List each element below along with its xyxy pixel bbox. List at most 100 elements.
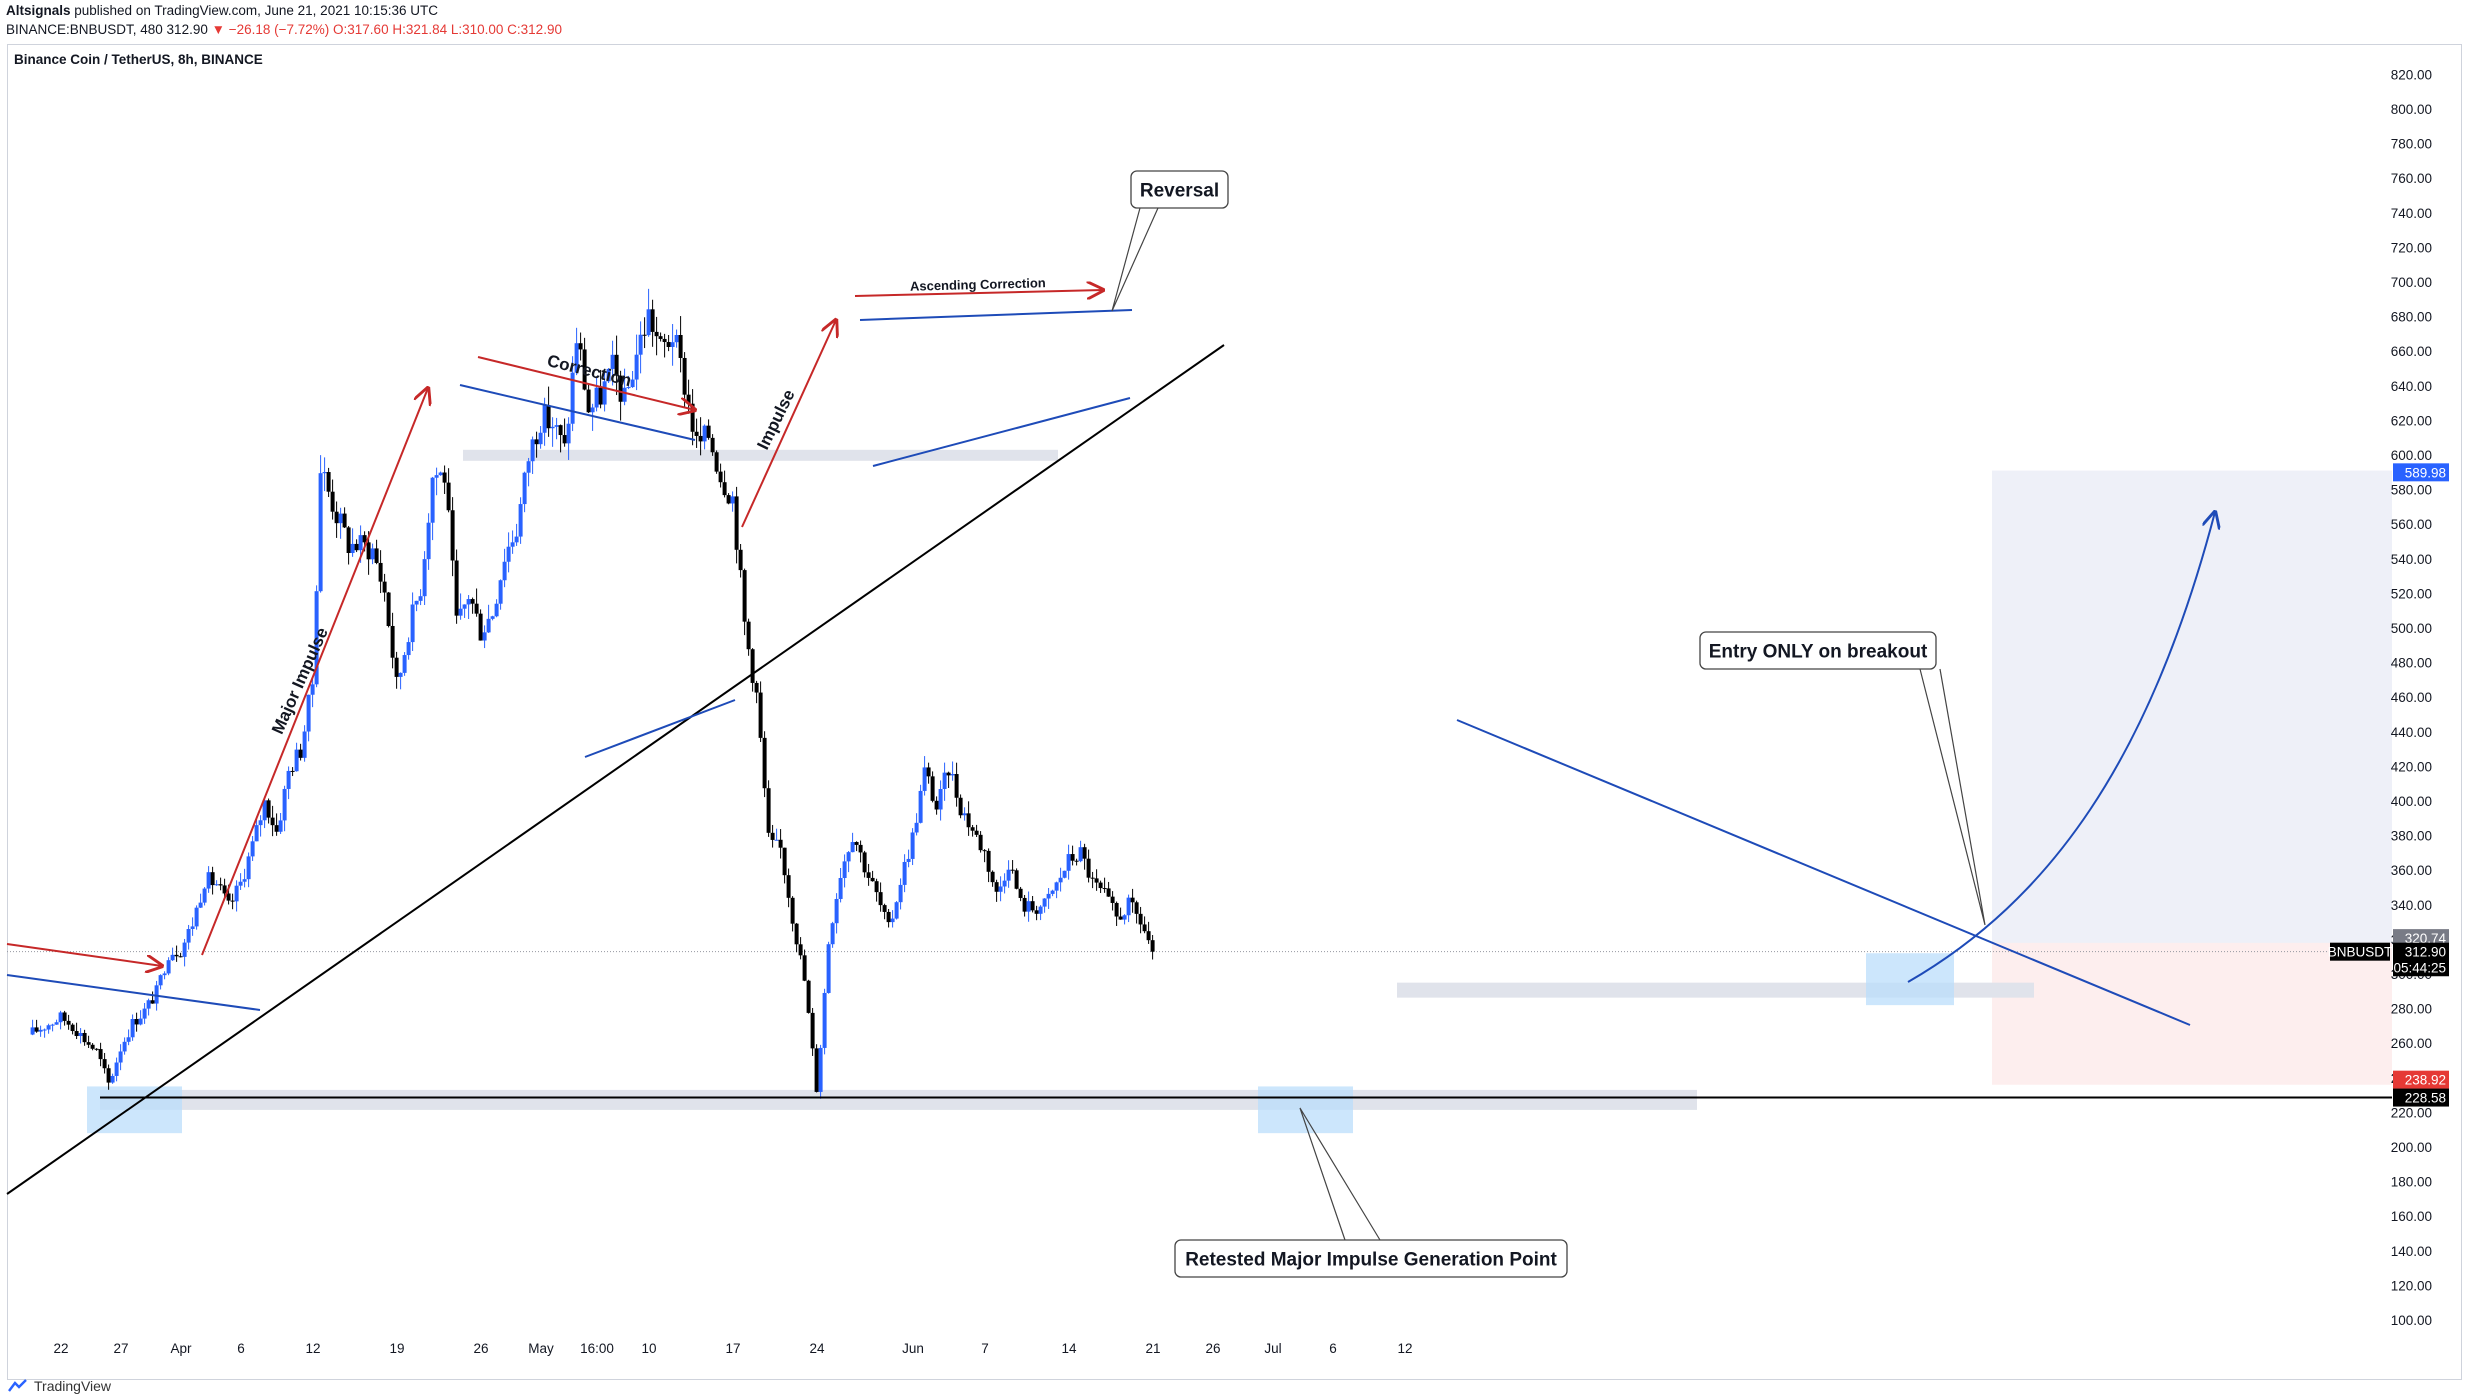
candle bbox=[742, 568, 747, 636]
candle bbox=[42, 1028, 47, 1038]
candle bbox=[682, 352, 687, 408]
y-tick-label: 460.00 bbox=[2391, 690, 2432, 705]
candle bbox=[530, 436, 535, 475]
candle bbox=[314, 585, 319, 688]
candle bbox=[794, 922, 799, 953]
candle bbox=[178, 952, 183, 958]
candle-body bbox=[850, 842, 855, 853]
candle bbox=[626, 375, 631, 390]
candle bbox=[594, 376, 599, 412]
candle bbox=[350, 528, 355, 557]
highlight-box-march bbox=[87, 1086, 182, 1134]
candle bbox=[190, 917, 195, 936]
candle bbox=[586, 383, 591, 414]
candle bbox=[1046, 888, 1051, 909]
candle bbox=[1122, 914, 1127, 925]
candle bbox=[478, 609, 483, 641]
candle bbox=[94, 1048, 99, 1051]
y-tick-label: 520.00 bbox=[2391, 586, 2432, 601]
price-badge bbox=[2393, 958, 2449, 977]
footer-brand[interactable]: TradingView bbox=[34, 1378, 112, 1394]
callout-retest[interactable]: Retested Major Impulse Generation Point bbox=[1174, 1107, 1568, 1278]
x-tick-label: May bbox=[528, 1341, 554, 1356]
candle-body bbox=[174, 954, 179, 957]
price-badge-label: 589.98 bbox=[2405, 465, 2446, 480]
candle-body bbox=[970, 827, 975, 831]
candle-body bbox=[270, 817, 275, 826]
candle-body bbox=[342, 513, 347, 528]
candle bbox=[714, 450, 719, 474]
candle-body bbox=[446, 482, 451, 511]
candle-body bbox=[942, 772, 947, 790]
candle bbox=[606, 368, 611, 384]
candle-body bbox=[630, 379, 635, 388]
candle-body bbox=[1030, 901, 1035, 911]
candle-body bbox=[1038, 906, 1043, 914]
candle-body bbox=[950, 774, 955, 776]
candle bbox=[222, 878, 227, 898]
price-badge bbox=[2393, 1070, 2449, 1089]
candle-body bbox=[290, 770, 295, 772]
candle-body bbox=[46, 1025, 51, 1030]
candle bbox=[718, 463, 723, 488]
candle-body bbox=[754, 682, 759, 693]
y-tick-label: 280.00 bbox=[2391, 1002, 2432, 1017]
candle-body bbox=[450, 510, 455, 561]
candle-body bbox=[618, 375, 623, 402]
arrow-impulse bbox=[741, 320, 836, 528]
x-tick-label: 7 bbox=[981, 1341, 989, 1356]
candle-body bbox=[1018, 888, 1023, 898]
candle-body bbox=[934, 800, 939, 810]
candle-body bbox=[254, 825, 259, 842]
candle-body bbox=[854, 842, 859, 845]
candle bbox=[334, 501, 339, 538]
candle-body bbox=[682, 357, 687, 395]
chart-frame[interactable] bbox=[7, 44, 2462, 1380]
candle bbox=[902, 854, 907, 893]
candle bbox=[354, 539, 359, 553]
candle-body bbox=[1078, 847, 1083, 862]
candle bbox=[546, 386, 551, 437]
y-tick-label: 700.00 bbox=[2391, 275, 2432, 290]
x-tick-label: 6 bbox=[1329, 1341, 1337, 1356]
candle bbox=[186, 924, 191, 950]
callout-reversal[interactable]: Reversal bbox=[1111, 170, 1229, 312]
candle bbox=[970, 824, 975, 837]
y-tick-label: 340.00 bbox=[2391, 898, 2432, 913]
candle-body bbox=[1134, 902, 1139, 914]
candle bbox=[122, 1037, 127, 1055]
candle-body bbox=[1090, 877, 1095, 879]
price-change: ▼ −26.18 (−7.72%) bbox=[211, 22, 330, 37]
candle-body bbox=[514, 536, 519, 543]
candle-body bbox=[382, 581, 387, 593]
candle bbox=[326, 467, 331, 498]
candle-body bbox=[294, 749, 299, 772]
symbol-badge-label: BNBUSDT bbox=[2328, 945, 2393, 960]
candle-body bbox=[430, 477, 435, 523]
candle-body bbox=[602, 381, 607, 405]
candle bbox=[1086, 849, 1091, 883]
candle bbox=[642, 317, 647, 349]
callout-entry[interactable]: Entry ONLY on breakout bbox=[1699, 631, 1986, 926]
candle-body bbox=[402, 655, 407, 673]
candle bbox=[662, 333, 667, 358]
candle-body bbox=[990, 871, 995, 883]
candle-body bbox=[982, 850, 987, 852]
candle bbox=[482, 625, 487, 649]
candle bbox=[82, 1029, 87, 1046]
candle-body bbox=[338, 513, 343, 524]
arrow-major-impulse bbox=[201, 388, 428, 956]
candle-body bbox=[1122, 915, 1127, 920]
author-name[interactable]: Altsignals bbox=[6, 3, 71, 18]
candle bbox=[598, 369, 603, 409]
candle-body bbox=[530, 439, 535, 462]
candle bbox=[722, 470, 727, 498]
y-tick-label: 740.00 bbox=[2391, 206, 2432, 221]
candle-body bbox=[202, 888, 207, 903]
candle-body bbox=[306, 694, 311, 732]
candle bbox=[242, 868, 247, 888]
candle bbox=[782, 847, 787, 884]
candle bbox=[610, 340, 615, 386]
candle bbox=[70, 1023, 75, 1035]
